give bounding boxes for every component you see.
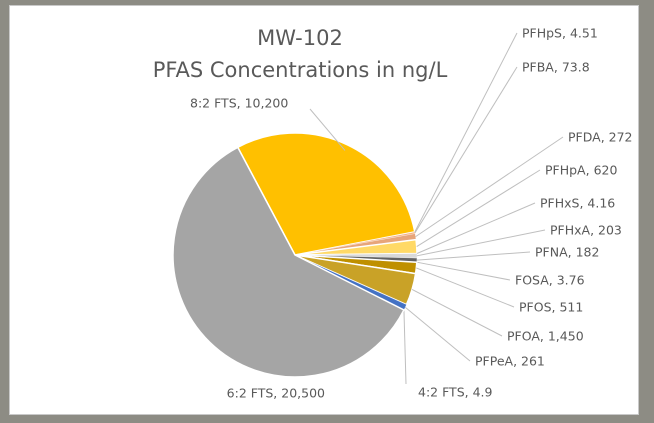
chart-title: MW-102 (257, 26, 343, 50)
slice-value: 4.51 (569, 25, 598, 41)
data-label: FOSA3.76 (515, 273, 585, 288)
data-label: PFBA73.8 (522, 60, 590, 75)
slice-value: 4.9 (472, 384, 493, 400)
slice-name: 6:2 FTS (227, 386, 282, 401)
slice-value: 10,200 (244, 95, 289, 111)
slice-name: PFOS (519, 300, 559, 315)
slice-value: 1,450 (547, 328, 584, 344)
leader-line (415, 136, 564, 238)
slice-name: FOSA (515, 273, 557, 288)
leader-line (411, 288, 503, 337)
data-label: PFHxS4.16 (540, 196, 615, 211)
leader-line (404, 306, 471, 362)
data-label: 8:2 FTS10,200 (190, 96, 288, 111)
leader-line (416, 229, 546, 257)
slice-value: 182 (575, 244, 600, 260)
leader-line (416, 251, 531, 261)
slice-value: 73.8 (561, 59, 590, 75)
leader-line (403, 309, 407, 385)
slice-name: 8:2 FTS (190, 96, 245, 111)
slice-value: 4.16 (587, 195, 616, 211)
slice-name: PFPeA (475, 354, 521, 369)
slice-value: 3.76 (556, 272, 585, 288)
slice-value: 272 (608, 129, 633, 145)
slice-value: 20,500 (281, 385, 325, 401)
data-label: PFHpA620 (545, 163, 617, 178)
data-label: 6:2 FTS20,500 (227, 386, 325, 401)
data-label: PFHpS4.51 (522, 26, 598, 41)
slice-name: 4:2 FTS (418, 385, 473, 400)
data-label: PFNA182 (535, 245, 599, 260)
data-label: PFOA1,450 (507, 329, 584, 344)
leader-line (416, 267, 515, 308)
leader-line (416, 202, 536, 254)
slice-name: PFBA (522, 60, 562, 75)
slice-name: PFHpS (522, 26, 570, 41)
slice-value: 261 (521, 353, 545, 369)
leader-line (414, 66, 518, 234)
slice-name: PFHxA (550, 223, 598, 238)
data-label: 4:2 FTS4.9 (418, 385, 492, 400)
pie-slice (236, 132, 416, 256)
slice-value: 620 (593, 162, 618, 178)
slice-name: PFNA (535, 245, 576, 260)
leader-line (414, 32, 518, 233)
pie-slice (172, 146, 405, 378)
slice-name: PFHxS (540, 196, 587, 211)
data-label: PFOS511 (519, 300, 583, 315)
chart-subtitle: PFAS Concentrations in ng/L (152, 58, 448, 82)
slice-value: 203 (598, 222, 622, 238)
leader-line (416, 261, 511, 281)
slice-value: 511 (559, 299, 584, 315)
slice-name: PFHpA (545, 163, 594, 178)
slice-name: PFOA (507, 329, 548, 344)
data-label: PFDA272 (568, 130, 633, 145)
data-label: PFHxA203 (550, 223, 622, 238)
slice-name: PFDA (568, 130, 609, 145)
leader-line (309, 108, 346, 151)
data-label: PFPeA261 (475, 354, 545, 369)
leader-line (416, 169, 541, 247)
